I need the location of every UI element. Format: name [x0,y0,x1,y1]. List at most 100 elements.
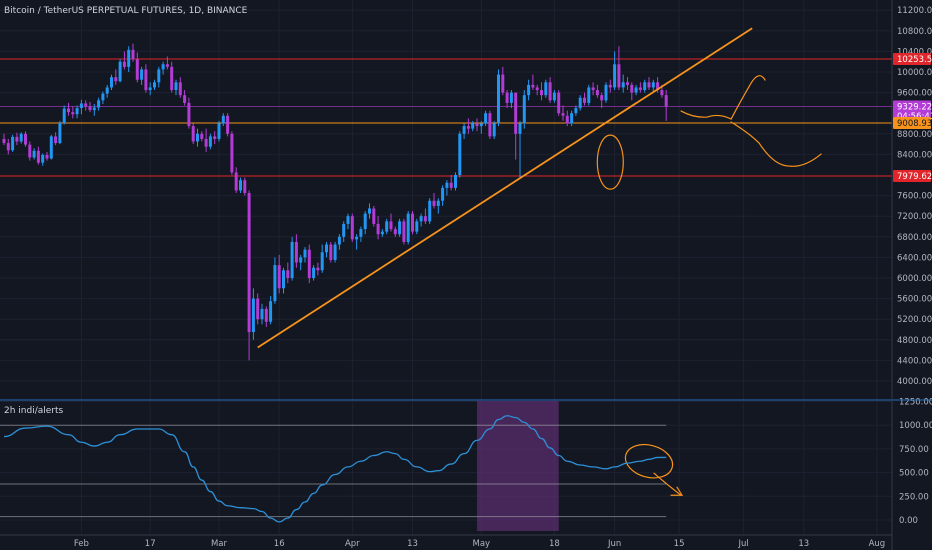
candle-body [561,113,565,116]
candle-body [2,138,6,144]
candle-body [449,182,453,188]
candle-body [432,200,436,206]
candle-body [260,308,264,320]
candle-body [484,113,488,124]
indicator-tick-label: 1250.00 [899,398,932,408]
candle-body [286,270,290,278]
candle-body [492,123,496,137]
candle-body [135,59,139,80]
price-tick-label: 10800.00 [897,27,932,37]
candle-body [522,95,526,124]
price-tick-label: 10000.00 [897,68,932,78]
candle-body [178,82,182,96]
candle-body [630,84,634,93]
candle-body [97,100,101,108]
candle-body [118,61,122,82]
price-tick-label: 6400.00 [897,253,932,263]
price-tag-label: 9008.93 [897,119,932,129]
time-tick-label: Feb [74,539,89,549]
indicator-tick-label: 250.00 [899,492,929,502]
candle-body [578,97,582,109]
candle-body [423,216,427,222]
candle-body [144,69,148,91]
candle-body [458,133,462,175]
candle-body [415,221,419,232]
candle-body [479,123,483,127]
indicator-tick-label: 500.00 [899,469,929,479]
price-tag-box [893,117,931,130]
circle-indicator [624,443,674,479]
candle-body [140,69,144,80]
candle-body [514,92,518,134]
candle-body [290,241,294,278]
candle-body [591,87,595,91]
time-axis-bg [0,535,932,550]
candle-body [157,69,161,83]
candle-body [393,229,397,235]
candle-body [372,208,376,224]
candle-body [617,64,621,88]
highlight-region [477,401,559,531]
candle-body [505,92,509,103]
price-tick-label: 7600.00 [897,192,932,202]
candle-body [36,150,40,163]
candle-body [213,136,217,139]
horizontal-levels [0,58,892,177]
candle-body [282,270,285,289]
candle-body [651,82,655,88]
candle-body [509,92,513,103]
candle-body [161,64,165,70]
candle-body [312,267,316,278]
candle-body [613,64,617,88]
candle-body [376,223,380,235]
candle-body [230,133,234,173]
price-axis[interactable]: 11200.00 10800.00 10400.00 10000.00 9600.00 8… [892,0,932,400]
candle-body [75,108,79,115]
candle-body [419,216,423,222]
candle-body [527,84,531,96]
candle-body [544,82,548,96]
candle-body [638,87,642,91]
candle-body [79,103,83,109]
candle-body [49,136,53,159]
candle-body [445,182,449,188]
candle-body [385,221,389,232]
indicator-title: 2h indi/alerts [4,406,64,416]
trendline[interactable] [257,27,753,349]
candle-body [402,221,406,242]
candle-body [626,82,629,85]
grid [0,0,892,535]
candle-body [28,144,32,158]
candle-body [32,150,36,158]
candle-body [148,87,152,91]
candle-body [475,123,479,127]
candle-body [535,87,539,91]
candle-body [114,77,118,82]
candle-body [217,123,221,139]
candle-body [294,241,298,263]
candle-body [45,154,49,159]
candle-body [67,108,70,113]
time-tick-label: Apr [345,539,360,549]
time-tick-label: Jun [607,539,621,549]
time-tick-label: 13 [407,539,418,549]
chart-title: Bitcoin / TetherUS PERPETUAL FUTURES, 1D… [4,6,248,16]
candle-body [557,92,561,114]
candle-body [337,236,341,245]
candle-body [204,138,208,147]
candle-body [11,136,15,151]
candle-body [320,252,324,271]
candle-body [307,249,311,278]
candle-body [251,298,255,333]
indicator-tick-label: 1000.00 [899,421,932,431]
candle-body [531,84,535,88]
price-tick-label: 4800.00 [897,336,932,346]
candle-body [583,97,586,103]
candle-body [647,82,651,88]
time-axis[interactable]: Feb17Mar16Apr13May18Jun15Jul13Aug17 [0,534,932,550]
candle-body [226,115,230,134]
time-tick-label: 13 [798,539,809,549]
